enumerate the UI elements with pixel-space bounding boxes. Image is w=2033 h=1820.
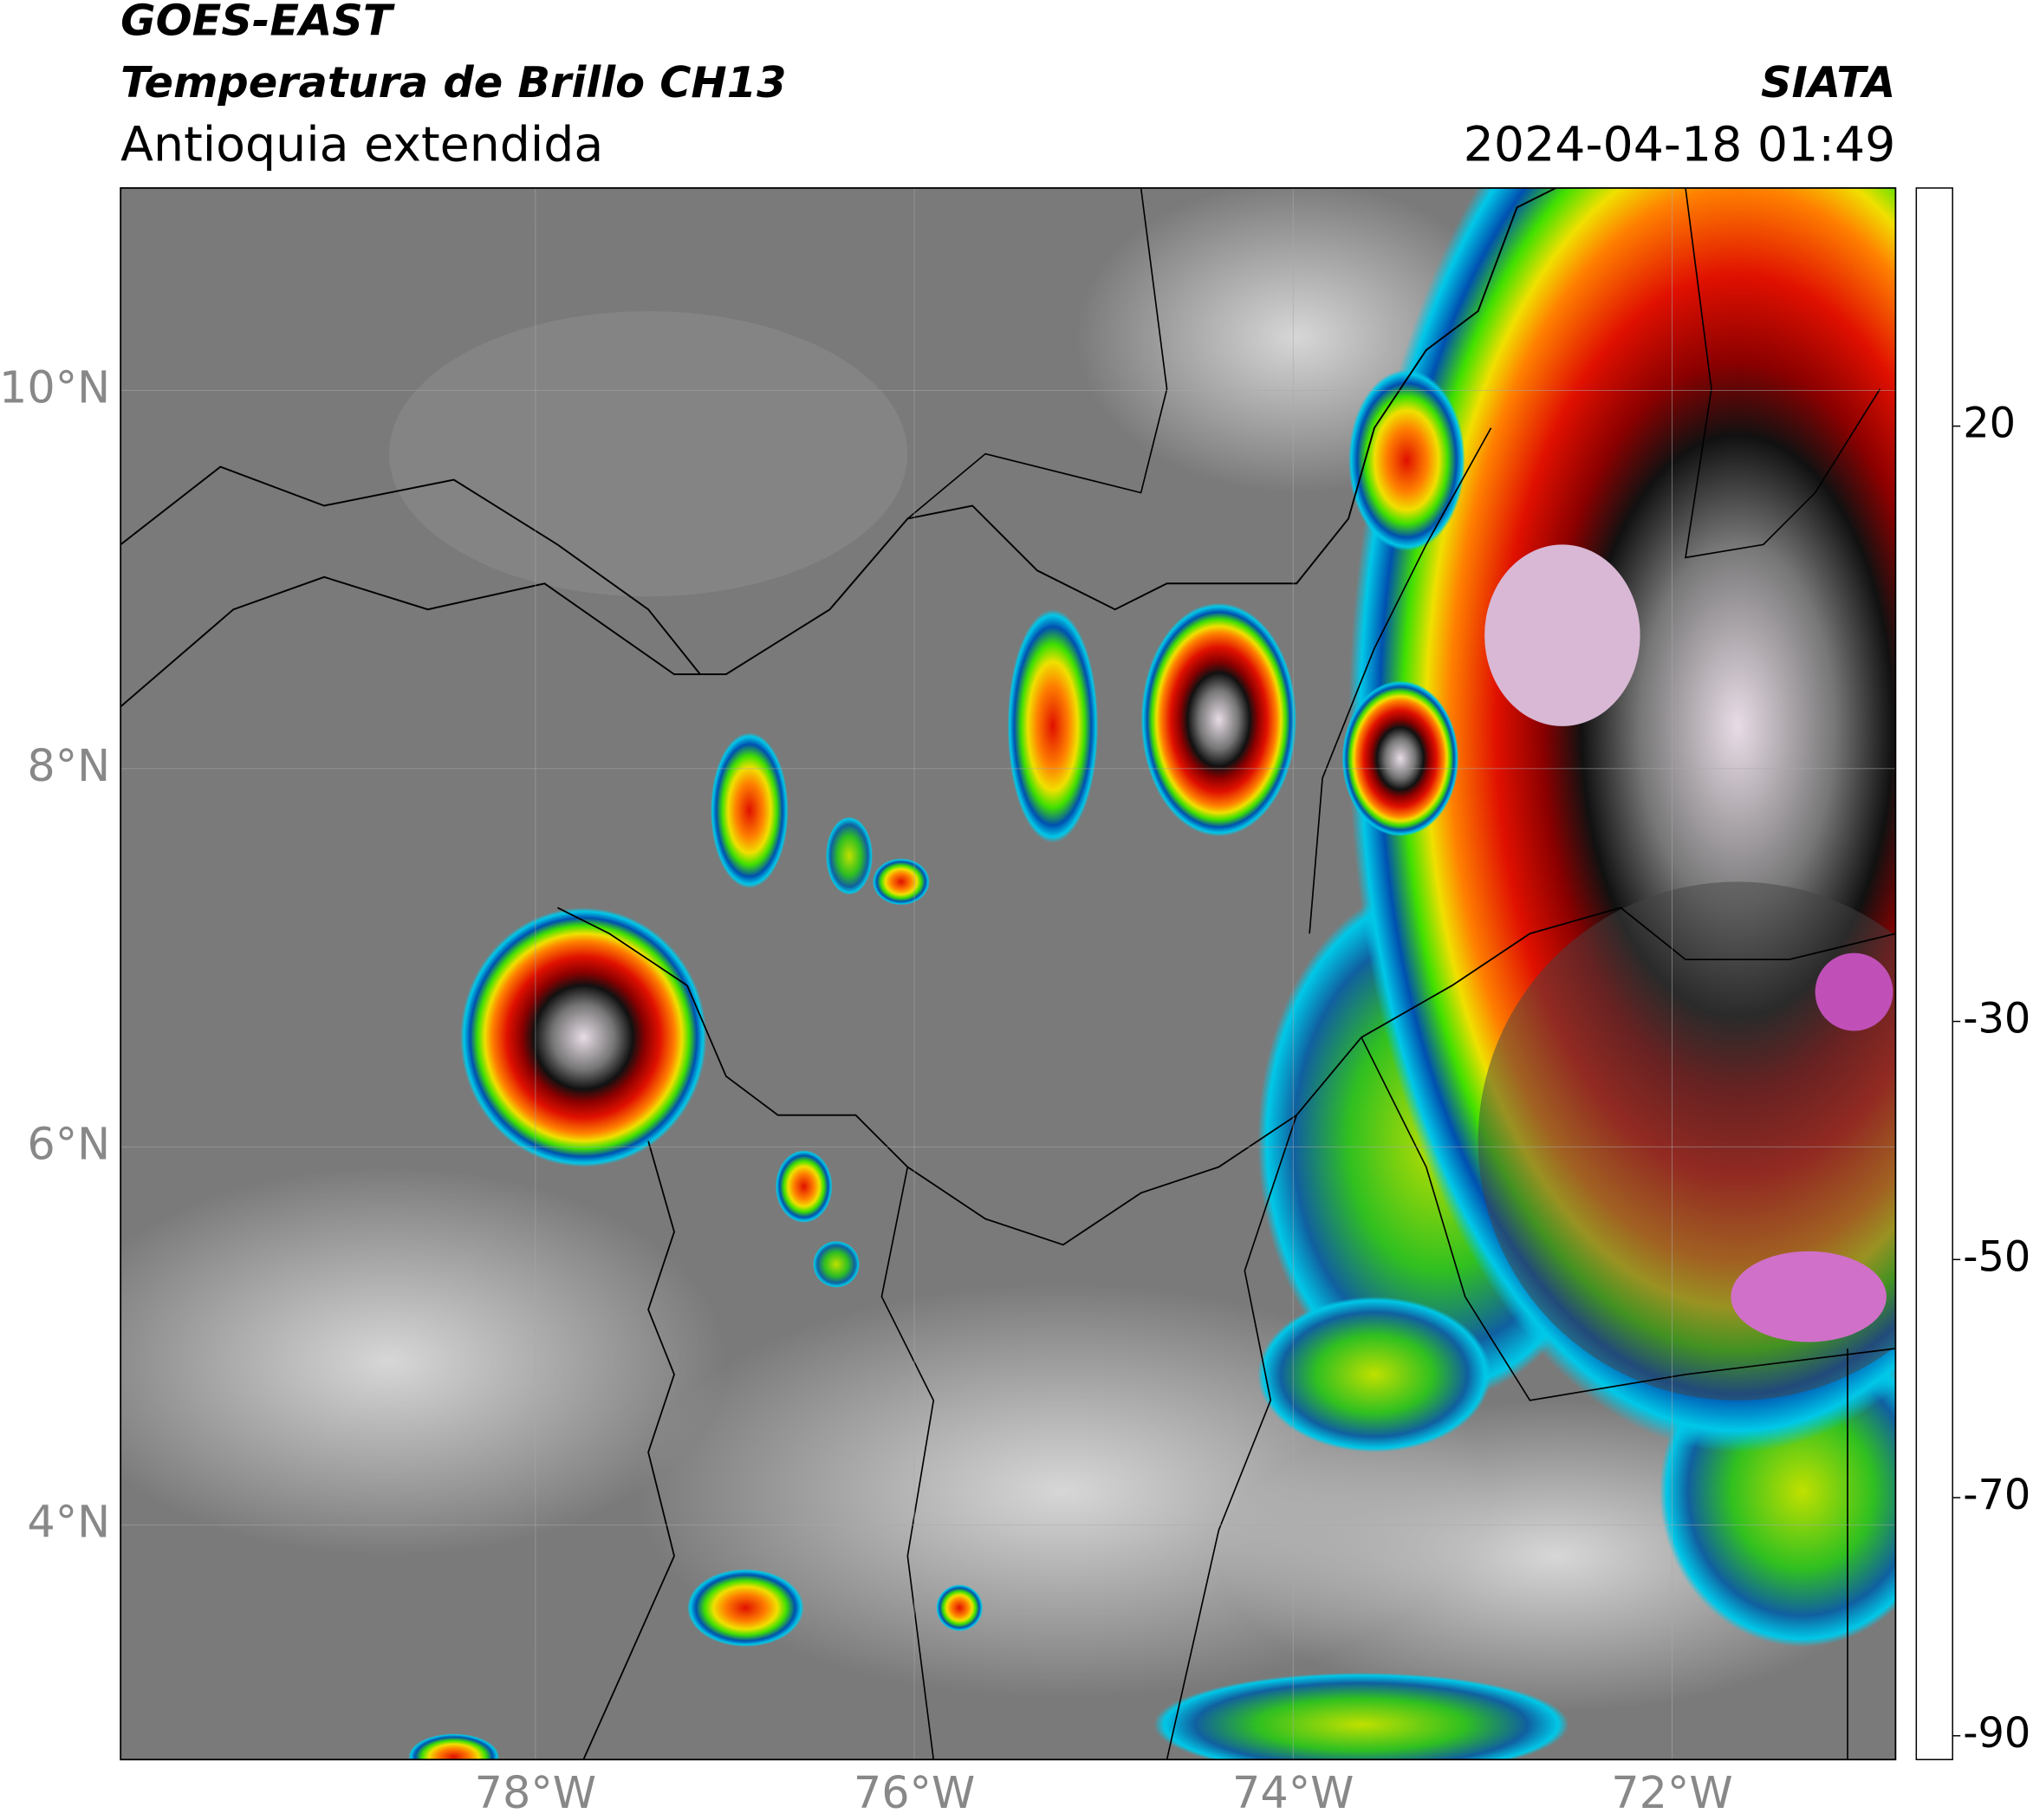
lat-tick-label: 10°N: [0, 361, 110, 413]
lat-tick-label: 8°N: [27, 740, 110, 791]
lon-tick-label: 74°W: [1232, 1767, 1354, 1818]
colorbar-tick-label: -30: [1963, 996, 2030, 1043]
colorbar-tick-label: -70: [1963, 1472, 2030, 1519]
colorbar-tick-label: 20: [1963, 400, 2016, 448]
region: Antioquia extendida: [120, 118, 603, 173]
map-frame: [120, 187, 1897, 1761]
satellite-image: [120, 187, 1896, 1760]
lon-tick-label: 78°W: [475, 1767, 596, 1818]
datetime: 2024-04-18 01:49: [1464, 118, 1896, 173]
lat-tick-label: 6°N: [27, 1118, 110, 1169]
colorbar-tick-label: -50: [1963, 1233, 2030, 1281]
colorbar-tick-label: -90: [1963, 1710, 2030, 1758]
colorbar: [1915, 187, 1953, 1761]
source: SIATA: [1761, 57, 1895, 107]
lat-tick-label: 4°N: [27, 1497, 110, 1548]
lon-tick-label: 76°W: [854, 1767, 975, 1818]
lon-tick-label: 72°W: [1611, 1767, 1732, 1818]
subtitle: Temperatura de Brillo CH13: [120, 57, 786, 107]
title: GOES-EAST: [120, 0, 395, 45]
